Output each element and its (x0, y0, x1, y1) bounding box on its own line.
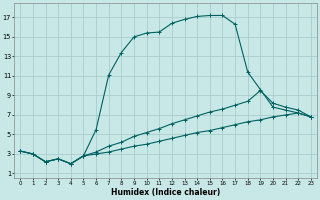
X-axis label: Humidex (Indice chaleur): Humidex (Indice chaleur) (111, 188, 220, 197)
